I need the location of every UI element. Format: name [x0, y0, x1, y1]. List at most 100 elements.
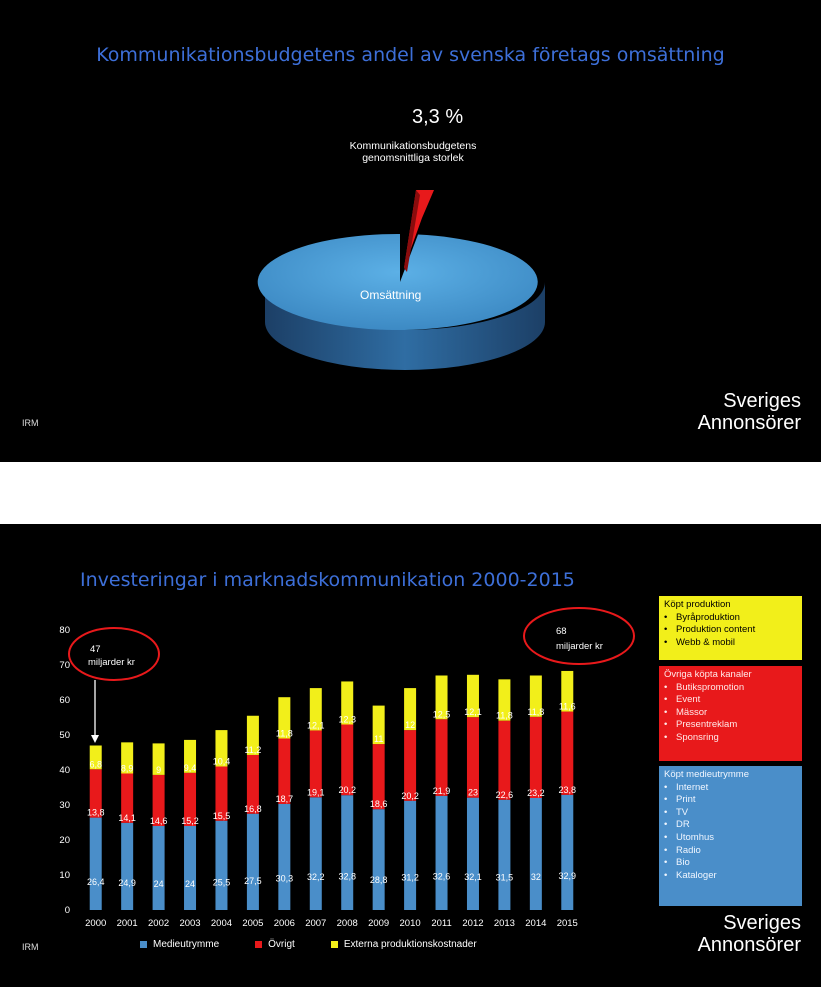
data-label: 30,3: [276, 873, 294, 883]
bar-segment: [215, 820, 228, 910]
y-tick-label: 60: [59, 695, 70, 706]
bar-segment: [404, 688, 417, 731]
omsattning-label: Omsättning: [360, 288, 422, 302]
box-red-item: Sponsring: [664, 732, 797, 745]
bar-segment: [498, 720, 511, 800]
brand-logo: Sveriges Annonsörer: [698, 390, 801, 434]
bar-segment: [372, 705, 385, 745]
data-label: 11,8: [527, 707, 544, 717]
bar-segment: [435, 675, 448, 720]
data-label: 11,8: [496, 711, 513, 721]
box-yellow-heading: Köpt produktion: [664, 599, 731, 610]
data-label: 31,2: [401, 873, 419, 883]
bar-segment: [309, 688, 322, 731]
brand-line1: Sveriges: [723, 912, 801, 934]
bar-segment: [121, 773, 134, 823]
box-red-heading: Övriga köpta kanaler: [664, 669, 752, 680]
legend-label: Medieutrymme: [153, 939, 220, 950]
bar-segment: [246, 813, 259, 910]
y-axis: 0 10 20 30 40 50 60 70 80: [59, 625, 70, 916]
data-label: 11,6: [559, 702, 576, 712]
box-ovriga-kanaler: Övriga köpta kanaler Butikspromotion Eve…: [659, 666, 802, 761]
data-label: 14,6: [150, 816, 168, 826]
bar-segment: [529, 798, 542, 910]
bar-segment: [89, 817, 102, 910]
data-label: 10,4: [213, 757, 231, 767]
chart-legend: Medieutrymme Övrigt Externa produktionsk…: [140, 939, 477, 950]
bar-segment: [309, 730, 322, 798]
data-label: 32,2: [307, 872, 325, 882]
x-tick-label: 2004: [211, 918, 232, 929]
data-label: 8,9: [121, 764, 134, 774]
data-label: 23,8: [559, 785, 577, 795]
pie-slice-budget-side: [404, 190, 420, 272]
bar-segment: [498, 799, 511, 910]
bars: [89, 670, 574, 910]
data-label: 11,2: [244, 745, 261, 755]
bar-segment: [152, 826, 165, 910]
box-blue-item: Radio: [664, 845, 797, 858]
data-labels: 26,4 13,8 6,8 24,9 14,1 8,9 24 14,6 9 24 15,2 9,4 25…: [87, 702, 576, 889]
data-label: 18,7: [276, 794, 294, 804]
pie-chart: [257, 190, 545, 370]
bar-segment: [341, 681, 354, 725]
box-blue-item: Kataloger: [664, 870, 797, 883]
data-label: 18,6: [370, 799, 388, 809]
bar-segment: [278, 738, 291, 804]
data-label: 32,6: [433, 871, 451, 881]
budget-label: Kommunikationsbudgetens genomsnittliga s…: [318, 140, 508, 164]
box-blue-item: DR: [664, 819, 797, 832]
x-tick-label: 2008: [337, 918, 358, 929]
x-tick-label: 2011: [431, 918, 451, 929]
budget-percent: 3,3 %: [412, 106, 464, 128]
x-axis: 2000 2001 2002 2003 2004 2005 2006 2007 2008 2009…: [85, 918, 578, 929]
legend-item-ovrigt: Övrigt: [255, 939, 295, 950]
slide2-title: Investeringar i marknadskommunikation 20…: [80, 569, 575, 591]
data-label: 12,3: [338, 715, 356, 725]
slide1-title: Kommunikationsbudgetens andel av svenska…: [96, 44, 725, 66]
data-label: 27,5: [244, 876, 262, 886]
bar-segment: [246, 754, 259, 814]
data-label: 28,8: [370, 875, 388, 885]
legend-swatch: [140, 941, 147, 948]
callout-left-unit: miljarder kr: [88, 657, 135, 668]
data-label: 6,8: [89, 759, 102, 769]
callout-right-ellipse: [523, 607, 635, 665]
data-label: 20,2: [401, 791, 419, 801]
callout-left-value: 47: [90, 644, 101, 655]
box-blue-item: Print: [664, 794, 797, 807]
bar-segment: [184, 739, 197, 773]
data-label: 15,2: [181, 816, 199, 826]
box-blue-item: Bio: [664, 857, 797, 870]
data-label: 32,8: [338, 871, 356, 881]
data-label: 11: [374, 734, 383, 744]
bar-segment: [278, 697, 291, 739]
bar-segment: [152, 743, 165, 775]
legend-label: Övrigt: [268, 939, 295, 950]
brand-logo: Sveriges Annonsörer: [698, 912, 801, 956]
x-tick-label: 2005: [242, 918, 263, 929]
x-tick-label: 2010: [400, 918, 421, 929]
bar-segment: [529, 675, 542, 717]
data-label: 9,4: [184, 763, 197, 773]
data-label: 14,1: [118, 813, 136, 823]
x-tick-label: 2006: [274, 918, 295, 929]
x-tick-label: 2015: [557, 918, 578, 929]
slide-investments: Investeringar i marknadskommunikation 20…: [0, 524, 821, 987]
budget-label-line1: Kommunikationsbudgetens: [349, 140, 477, 152]
box-red-item: Butikspromotion: [664, 682, 797, 695]
data-label: 23: [468, 788, 478, 798]
legend-swatch: [255, 941, 263, 948]
bar-segment: [246, 715, 259, 755]
box-yellow-item: Webb & mobil: [664, 637, 797, 650]
x-tick-label: 2003: [179, 918, 200, 929]
data-label: 26,4: [87, 877, 105, 887]
y-tick-label: 10: [59, 870, 70, 881]
x-tick-label: 2009: [368, 918, 389, 929]
bar-segment: [278, 803, 291, 910]
legend-label: Externa produktionskostnader: [343, 939, 477, 950]
box-red-item: Mässor: [664, 707, 797, 720]
legend-item-medieutrymme: Medieutrymme: [140, 939, 219, 950]
bar-segment: [184, 826, 197, 910]
bar-segment: [372, 809, 385, 910]
